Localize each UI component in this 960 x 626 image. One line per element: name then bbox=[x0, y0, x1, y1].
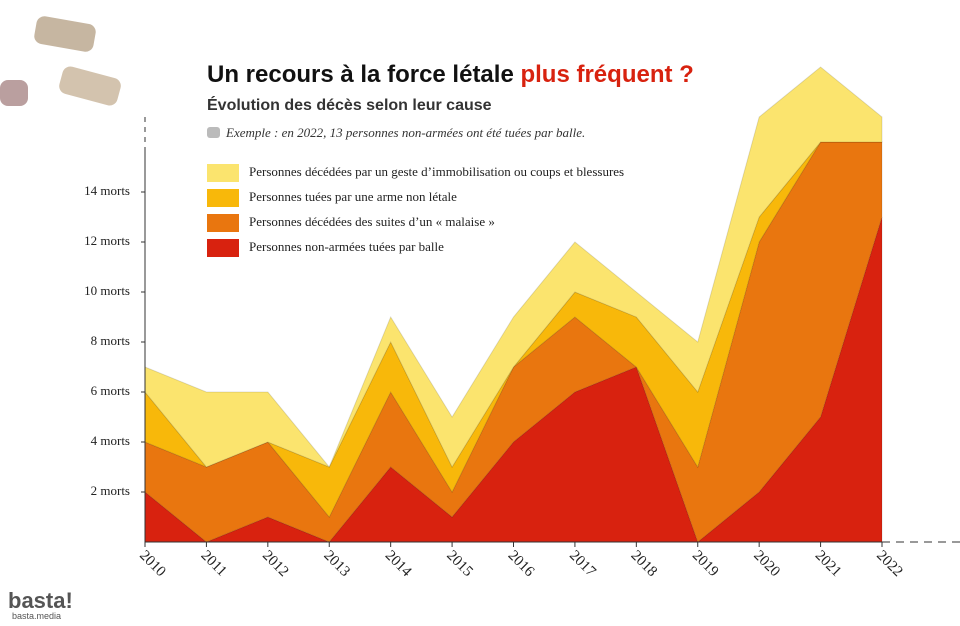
x-tick-label: 2011 bbox=[198, 548, 230, 580]
x-tick-label: 2014 bbox=[382, 548, 415, 581]
legend-swatch bbox=[207, 164, 239, 182]
y-tick-label: 2 morts bbox=[91, 483, 130, 498]
x-tick-label: 2016 bbox=[505, 548, 538, 581]
x-tick-label: 2012 bbox=[259, 548, 292, 581]
y-tick-label: 4 morts bbox=[91, 433, 130, 448]
x-tick-label: 2010 bbox=[136, 548, 169, 581]
x-tick-label: 2020 bbox=[750, 548, 783, 581]
y-tick-label: 14 morts bbox=[84, 183, 130, 198]
decoration bbox=[0, 16, 121, 106]
chart-title: Un recours à la force létale plus fréque… bbox=[207, 61, 694, 88]
logo: basta! bbox=[8, 588, 73, 613]
legend-label: Personnes tuées par une arme non létale bbox=[249, 189, 457, 204]
x-tick-label: 2019 bbox=[689, 548, 722, 581]
legend-swatch bbox=[207, 214, 239, 232]
x-tick-label: 2021 bbox=[812, 548, 845, 581]
legend-swatch bbox=[207, 239, 239, 257]
x-tick-label: 2022 bbox=[873, 548, 906, 581]
chart-subtitle: Évolution des décès selon leur cause bbox=[207, 95, 492, 114]
note-icon bbox=[207, 127, 220, 138]
y-tick-label: 6 morts bbox=[91, 383, 130, 398]
legend-swatch bbox=[207, 189, 239, 207]
legend-label: Personnes décédées des suites d’un « mal… bbox=[249, 214, 495, 229]
note: Exemple : en 2022, 13 personnes non-armé… bbox=[225, 125, 585, 140]
legend-label: Personnes décédées par un geste d’immobi… bbox=[249, 164, 624, 179]
y-tick-label: 10 morts bbox=[84, 283, 130, 298]
y-tick-label: 8 morts bbox=[91, 333, 130, 348]
y-tick-label: 12 morts bbox=[84, 233, 130, 248]
area bbox=[144, 141, 883, 543]
x-tick-label: 2013 bbox=[320, 548, 353, 581]
x-tick-label: 2018 bbox=[628, 548, 661, 581]
legend-label: Personnes non-armées tuées par balle bbox=[249, 239, 444, 254]
x-tick-label: 2017 bbox=[566, 548, 599, 581]
area bbox=[144, 66, 883, 469]
x-tick-label: 2015 bbox=[443, 548, 476, 581]
logo-url: basta.media bbox=[12, 611, 61, 621]
title-highlight: plus fréquent ? bbox=[520, 61, 693, 88]
